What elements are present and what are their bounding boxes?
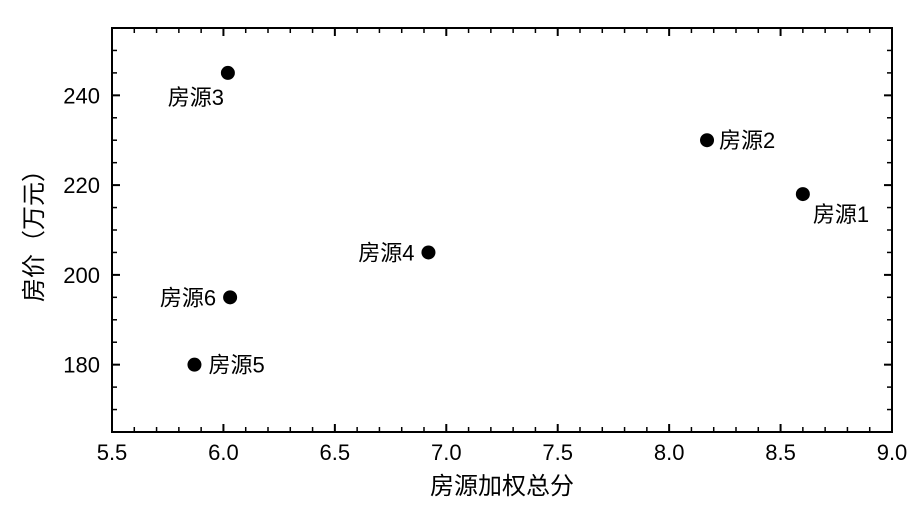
data-point: [421, 245, 435, 259]
data-point: [221, 66, 235, 80]
x-tick-label: 7.5: [542, 440, 573, 465]
point-label: 房源5: [208, 353, 264, 378]
x-tick-label: 8.0: [654, 440, 685, 465]
point-label: 房源1: [813, 202, 869, 227]
point-label: 房源6: [160, 285, 216, 310]
y-tick-label: 240: [63, 83, 100, 108]
x-axis-title: 房源加权总分: [430, 473, 574, 500]
x-tick-label: 5.5: [97, 440, 128, 465]
x-tick-label: 6.5: [320, 440, 351, 465]
y-tick-label: 180: [63, 353, 100, 378]
point-label: 房源3: [168, 85, 224, 110]
x-tick-label: 8.5: [765, 440, 796, 465]
x-tick-label: 6.0: [208, 440, 239, 465]
x-tick-label: 7.0: [431, 440, 462, 465]
y-tick-label: 220: [63, 173, 100, 198]
x-tick-label: 9.0: [877, 440, 908, 465]
data-point: [700, 133, 714, 147]
point-label: 房源4: [358, 240, 414, 265]
y-axis-title: 房价（万元）: [21, 158, 48, 302]
data-point: [187, 358, 201, 372]
chart-svg: 5.5 6.0 6.5 7.0 7.5 8.0 8.5 9.0 房源加权总分 180 200 220 2…: [0, 0, 919, 514]
data-point: [796, 187, 810, 201]
point-label: 房源2: [719, 128, 775, 153]
data-point: [223, 290, 237, 304]
scatter-chart: 5.5 6.0 6.5 7.0 7.5 8.0 8.5 9.0 房源加权总分 180 200 220 2…: [0, 0, 919, 514]
y-tick-label: 200: [63, 263, 100, 288]
